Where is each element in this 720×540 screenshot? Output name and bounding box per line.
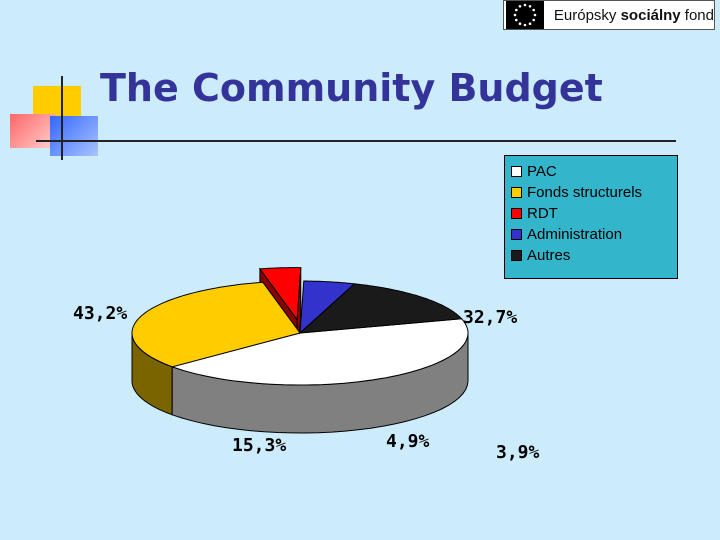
deco-red-square bbox=[10, 114, 56, 148]
data-label-rdt: 3,9% bbox=[496, 442, 540, 463]
legend-swatch-administration bbox=[511, 229, 522, 240]
legend-swatch-rdt bbox=[511, 208, 522, 219]
legend-item-pac: PAC bbox=[511, 161, 677, 182]
pie-slice-administration bbox=[299, 280, 356, 335]
legend-item-autres: Autres bbox=[511, 245, 677, 266]
legend-label-pac: PAC bbox=[527, 163, 557, 180]
data-label-autres: 15,3% bbox=[232, 435, 287, 456]
data-label-fonds-structurels: 32,7% bbox=[463, 307, 518, 328]
logo-text: Európsky sociálny fond bbox=[553, 6, 714, 24]
deco-horizontal-line bbox=[36, 140, 676, 142]
chart-legend: PAC Fonds structurels RDT Administration… bbox=[504, 155, 678, 279]
eu-stars-flag-icon bbox=[506, 1, 544, 29]
legend-item-fonds-structurels: Fonds structurels bbox=[511, 182, 677, 203]
deco-blue-square bbox=[50, 116, 98, 156]
legend-label-administration: Administration bbox=[527, 226, 623, 243]
deco-vertical-line bbox=[61, 76, 63, 160]
legend-label-rdt: RDT bbox=[527, 205, 558, 222]
data-label-administration: 4,9% bbox=[386, 431, 430, 452]
esf-logo: Európsky sociálny fond bbox=[503, 0, 715, 30]
legend-label-fonds-structurels: Fonds structurels bbox=[527, 184, 643, 201]
legend-item-administration: Administration bbox=[511, 224, 677, 245]
data-label-pac: 43,2% bbox=[73, 303, 128, 324]
legend-swatch-fonds-structurels bbox=[511, 187, 522, 198]
pie-slice-fonds-structurels bbox=[131, 281, 301, 368]
slide-title: The Community Budget bbox=[100, 66, 603, 110]
pie-slice-pac bbox=[170, 318, 469, 386]
legend-swatch-autres bbox=[511, 250, 522, 261]
pie-slice-rdt bbox=[259, 267, 302, 321]
pie-slice-autres bbox=[298, 283, 463, 334]
legend-swatch-pac bbox=[511, 166, 522, 177]
legend-item-rdt: RDT bbox=[511, 203, 677, 224]
legend-label-autres: Autres bbox=[527, 247, 571, 264]
